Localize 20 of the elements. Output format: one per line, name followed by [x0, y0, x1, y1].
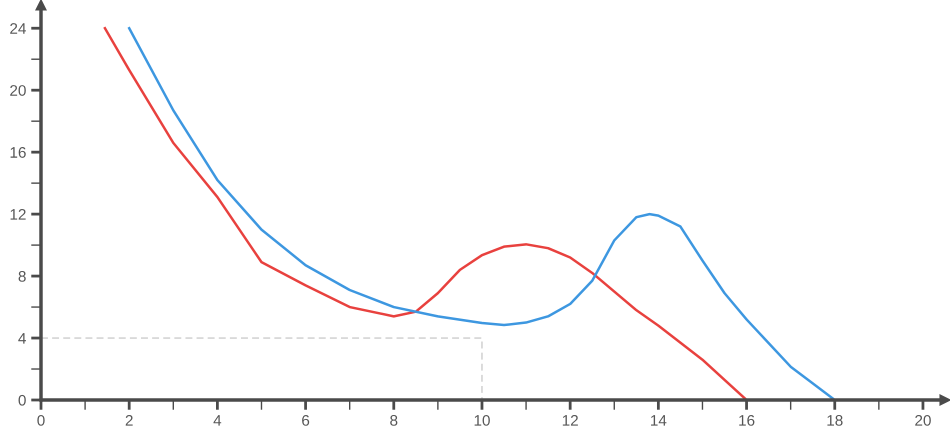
x-tick-label: 10 — [474, 414, 490, 426]
x-tick-label: 0 — [37, 414, 45, 426]
y-tick-label: 4 — [18, 333, 26, 344]
x-tick-label: 8 — [390, 414, 398, 426]
x-tick-label: 20 — [915, 414, 931, 426]
x-tick-label: 14 — [651, 415, 666, 426]
x-tick-label: 16 — [739, 414, 754, 426]
line-series — [104, 26, 748, 402]
x-tick-label: 2 — [126, 414, 133, 426]
x-tick-label: 6 — [302, 414, 310, 426]
line-series — [128, 26, 836, 402]
x-tick-label: 4 — [213, 415, 222, 426]
y-tick-label: 24 — [10, 23, 26, 34]
y-tick-label: 12 — [10, 208, 26, 220]
y-tick-label: 8 — [18, 270, 26, 282]
x-tick-label: 18 — [827, 414, 843, 426]
y-tick-label: 16 — [10, 147, 26, 158]
y-tick-label: 0 — [18, 394, 26, 406]
x-tick-label: 12 — [562, 414, 578, 426]
y-tick-label: 20 — [10, 85, 26, 96]
